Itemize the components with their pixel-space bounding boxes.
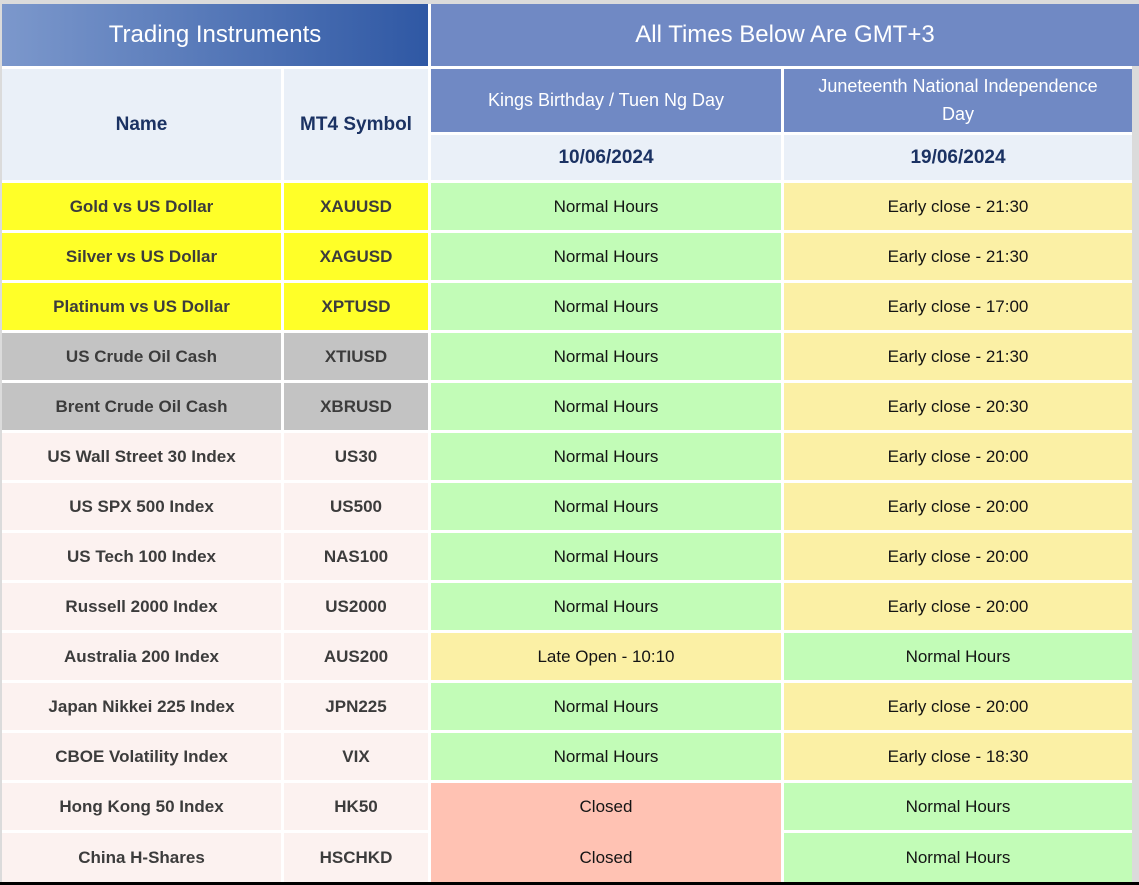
instrument-name-cell: CBOE Volatility Index bbox=[2, 733, 281, 780]
mt4-symbol-cell: US500 bbox=[284, 483, 428, 530]
mt4-symbol-cell: XTIUSD bbox=[284, 333, 428, 380]
holiday2-hours-cell: Early close - 20:00 bbox=[784, 433, 1132, 480]
mt4-symbol-cell: XPTUSD bbox=[284, 283, 428, 330]
instrument-name-cell: Brent Crude Oil Cash bbox=[2, 383, 281, 430]
holiday1-hours-cell: Late Open - 10:10 bbox=[431, 633, 781, 680]
banner: Trading Instruments All Times Below Are … bbox=[2, 4, 1139, 66]
instrument-name-cell: Silver vs US Dollar bbox=[2, 233, 281, 280]
instrument-name-cell: Australia 200 Index bbox=[2, 633, 281, 680]
holiday1-hours-cell: Normal Hours bbox=[431, 733, 781, 780]
timezone-banner: All Times Below Are GMT+3 bbox=[431, 4, 1139, 66]
banner-divider bbox=[428, 4, 431, 66]
holiday1-hours-cell: Normal Hours bbox=[431, 433, 781, 480]
holiday2-hours-cell: Early close - 21:30 bbox=[784, 233, 1132, 280]
table-title: Trading Instruments bbox=[2, 4, 428, 66]
table-bottom-border bbox=[0, 882, 1139, 885]
holiday2-hours-cell: Early close - 20:00 bbox=[784, 533, 1132, 580]
holiday2-hours-cell: Early close - 21:30 bbox=[784, 333, 1132, 380]
holiday1-hours-cell: Closed bbox=[431, 833, 781, 882]
mt4-symbol-cell: NAS100 bbox=[284, 533, 428, 580]
holiday1-hours-cell: Closed bbox=[431, 783, 781, 830]
mt4-symbol-cell: HK50 bbox=[284, 783, 428, 830]
timezone-banner-label: All Times Below Are GMT+3 bbox=[635, 21, 935, 48]
instrument-name-cell: US Crude Oil Cash bbox=[2, 333, 281, 380]
column-header-holiday1: Kings Birthday / Tuen Ng Day bbox=[431, 69, 781, 132]
mt4-symbol-cell: XBRUSD bbox=[284, 383, 428, 430]
mt4-symbol-cell: HSCHKD bbox=[284, 833, 428, 882]
instrument-name-cell: Russell 2000 Index bbox=[2, 583, 281, 630]
holiday1-date: 10/06/2024 bbox=[431, 135, 781, 180]
instrument-name-cell: Platinum vs US Dollar bbox=[2, 283, 281, 330]
mt4-symbol-cell: JPN225 bbox=[284, 683, 428, 730]
holiday2-hours-cell: Early close - 20:30 bbox=[784, 383, 1132, 430]
instrument-name-cell: China H-Shares bbox=[2, 833, 281, 882]
holiday1-hours-cell: Normal Hours bbox=[431, 483, 781, 530]
instruments-grid: Name MT4 Symbol Kings Birthday / Tuen Ng… bbox=[2, 66, 1132, 882]
holiday2-hours-cell: Early close - 20:00 bbox=[784, 583, 1132, 630]
holiday1-hours-cell: Normal Hours bbox=[431, 233, 781, 280]
mt4-symbol-cell: AUS200 bbox=[284, 633, 428, 680]
holiday1-hours-cell: Normal Hours bbox=[431, 333, 781, 380]
instrument-name-cell: US Tech 100 Index bbox=[2, 533, 281, 580]
mt4-symbol-cell: XAUUSD bbox=[284, 183, 428, 230]
instrument-name-cell: Gold vs US Dollar bbox=[2, 183, 281, 230]
instrument-name-cell: US SPX 500 Index bbox=[2, 483, 281, 530]
table-title-label: Trading Instruments bbox=[108, 21, 322, 48]
mt4-symbol-cell: US30 bbox=[284, 433, 428, 480]
holiday2-date: 19/06/2024 bbox=[784, 135, 1132, 180]
holiday2-hours-cell: Early close - 17:00 bbox=[784, 283, 1132, 330]
holiday1-hours-cell: Normal Hours bbox=[431, 283, 781, 330]
holiday2-hours-cell: Normal Hours bbox=[784, 783, 1132, 830]
column-header-holiday2: Juneteenth National Independence Day bbox=[784, 69, 1132, 132]
instrument-name-cell: Japan Nikkei 225 Index bbox=[2, 683, 281, 730]
instrument-name-cell: Hong Kong 50 Index bbox=[2, 783, 281, 830]
holiday2-hours-cell: Early close - 20:00 bbox=[784, 483, 1132, 530]
mt4-symbol-cell: VIX bbox=[284, 733, 428, 780]
mt4-symbol-cell: XAGUSD bbox=[284, 233, 428, 280]
holiday2-hours-cell: Normal Hours bbox=[784, 633, 1132, 680]
holiday2-hours-cell: Normal Hours bbox=[784, 833, 1132, 882]
holiday1-hours-cell: Normal Hours bbox=[431, 533, 781, 580]
holiday2-hours-cell: Early close - 21:30 bbox=[784, 183, 1132, 230]
holiday2-hours-cell: Early close - 20:00 bbox=[784, 683, 1132, 730]
holiday1-hours-cell: Normal Hours bbox=[431, 683, 781, 730]
instrument-name-cell: US Wall Street 30 Index bbox=[2, 433, 281, 480]
column-header-name: Name bbox=[2, 69, 281, 180]
holiday1-hours-cell: Normal Hours bbox=[431, 183, 781, 230]
holiday1-hours-cell: Normal Hours bbox=[431, 383, 781, 430]
column-header-mt4-symbol: MT4 Symbol bbox=[284, 69, 428, 180]
holiday1-hours-cell: Normal Hours bbox=[431, 583, 781, 630]
holiday2-hours-cell: Early close - 18:30 bbox=[784, 733, 1132, 780]
mt4-symbol-cell: US2000 bbox=[284, 583, 428, 630]
